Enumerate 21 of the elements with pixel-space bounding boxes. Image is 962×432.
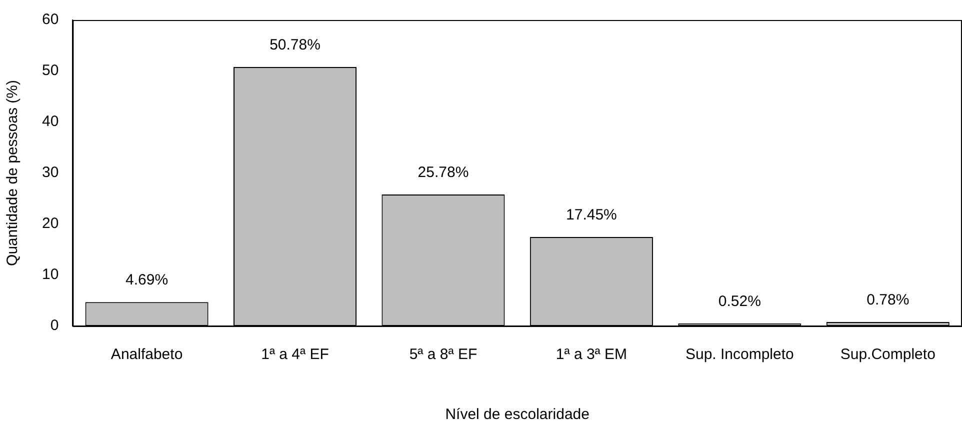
x-axis-title: Nível de escolaridade xyxy=(445,406,590,424)
data-label: 4.69% xyxy=(126,272,168,289)
data-label: 17.45% xyxy=(566,206,617,224)
y-tick-label: 40 xyxy=(42,113,59,130)
y-tick-label: 10 xyxy=(42,266,59,284)
x-tick-label: Sup.Completo xyxy=(840,346,936,364)
x-tick-label: Analfabeto xyxy=(110,346,183,364)
y-tick-label: 30 xyxy=(42,164,59,182)
data-label: 50.78% xyxy=(270,36,320,54)
data-label: 0.78% xyxy=(866,292,910,309)
y-axis-title: Quantidade de pessoas (%) xyxy=(4,80,22,266)
y-tick-label: 60 xyxy=(42,11,59,28)
data-label: 25.78% xyxy=(418,164,469,182)
x-tick-label: 5ª a 8ª EF xyxy=(409,346,478,364)
data-label: 0.52% xyxy=(718,292,761,310)
y-tick-label: 20 xyxy=(42,215,59,232)
x-tick-label: 1ª a 4ª EF xyxy=(261,346,329,364)
x-tick-label: Sup. Incompleto xyxy=(685,346,794,364)
y-tick-label: 50 xyxy=(42,62,59,80)
y-tick-label: 0 xyxy=(50,317,59,334)
x-tick-label: 1ª a 3ª EM xyxy=(556,346,628,364)
